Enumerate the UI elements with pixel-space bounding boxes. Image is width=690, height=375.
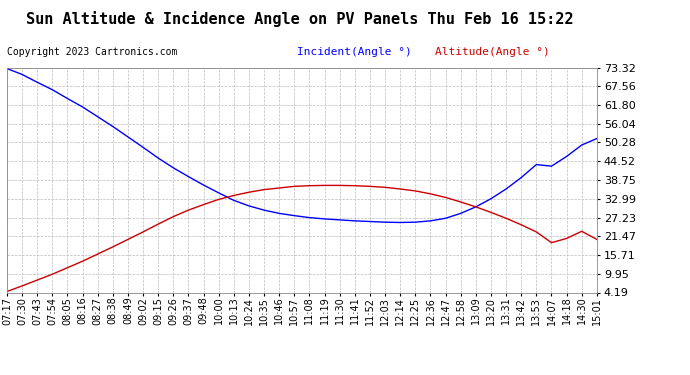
Text: Incident(Angle °): Incident(Angle °): [297, 47, 411, 57]
Text: Altitude(Angle °): Altitude(Angle °): [435, 47, 549, 57]
Text: Copyright 2023 Cartronics.com: Copyright 2023 Cartronics.com: [7, 47, 177, 57]
Text: Sun Altitude & Incidence Angle on PV Panels Thu Feb 16 15:22: Sun Altitude & Incidence Angle on PV Pan…: [26, 11, 574, 27]
